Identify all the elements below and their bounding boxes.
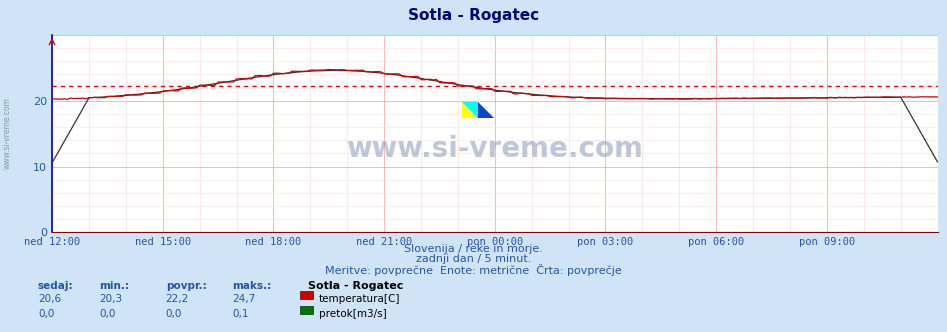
Text: 0,1: 0,1 bbox=[232, 309, 248, 319]
Text: 0,0: 0,0 bbox=[38, 309, 54, 319]
Text: Sotla - Rogatec: Sotla - Rogatec bbox=[408, 8, 539, 23]
Polygon shape bbox=[462, 102, 478, 118]
Text: 0,0: 0,0 bbox=[166, 309, 182, 319]
Text: 22,2: 22,2 bbox=[166, 294, 189, 304]
Text: zadnji dan / 5 minut.: zadnji dan / 5 minut. bbox=[416, 254, 531, 264]
Text: www.si-vreme.com: www.si-vreme.com bbox=[3, 97, 12, 169]
Polygon shape bbox=[462, 102, 478, 118]
Text: povpr.:: povpr.: bbox=[166, 281, 206, 290]
Text: maks.:: maks.: bbox=[232, 281, 271, 290]
Text: 0,0: 0,0 bbox=[99, 309, 116, 319]
Text: 20,3: 20,3 bbox=[99, 294, 122, 304]
Text: 24,7: 24,7 bbox=[232, 294, 256, 304]
Text: temperatura[C]: temperatura[C] bbox=[319, 294, 401, 304]
Text: min.:: min.: bbox=[99, 281, 130, 290]
Text: Meritve: povprečne  Enote: metrične  Črta: povprečje: Meritve: povprečne Enote: metrične Črta:… bbox=[325, 264, 622, 276]
Text: Sotla - Rogatec: Sotla - Rogatec bbox=[308, 281, 403, 290]
Polygon shape bbox=[478, 102, 494, 118]
Text: Slovenija / reke in morje.: Slovenija / reke in morje. bbox=[404, 244, 543, 254]
Text: pretok[m3/s]: pretok[m3/s] bbox=[319, 309, 387, 319]
Text: www.si-vreme.com: www.si-vreme.com bbox=[347, 135, 643, 163]
Text: 20,6: 20,6 bbox=[38, 294, 61, 304]
Text: sedaj:: sedaj: bbox=[38, 281, 74, 290]
